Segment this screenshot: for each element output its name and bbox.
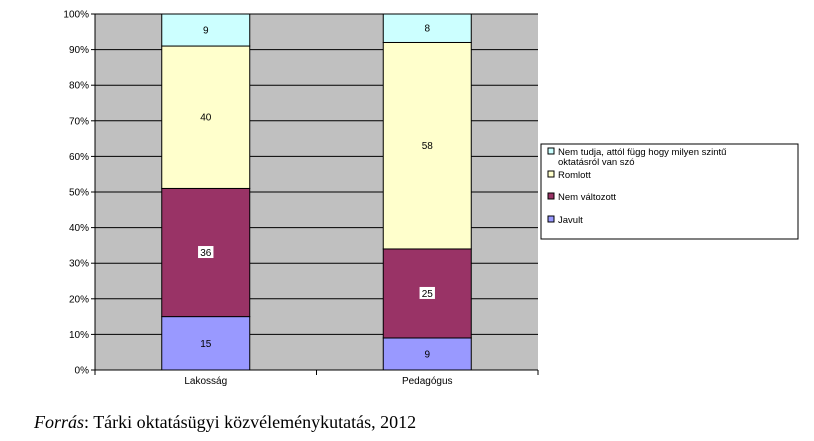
stacked-bar-chart: 15 36 40 9 9 25 58 8 0% 10% 20% 30% 40% 50% 60% 70% 80%… <box>63 10 799 387</box>
bar-segment <box>382 13 472 43</box>
source-note: Forrás: Tárki oktatásügyi közvéleménykut… <box>34 412 416 433</box>
y-tick-label: 0% <box>75 366 90 377</box>
data-label: 36 <box>200 248 212 259</box>
bar-segment <box>382 41 472 250</box>
y-tick-label: 100% <box>63 10 89 21</box>
legend-swatch <box>547 192 555 200</box>
legend-swatch <box>547 170 555 178</box>
x-axis: Lakosság Pedagógus <box>94 369 539 387</box>
y-tick-label: 80% <box>69 81 89 92</box>
y-tick-label: 50% <box>69 188 89 199</box>
data-label: 15 <box>200 339 212 350</box>
source-label: Forrás <box>34 412 85 432</box>
legend-label: Javult <box>558 215 583 226</box>
data-label-background <box>419 286 435 299</box>
legend-label: Romlott <box>558 170 591 181</box>
y-tick-label: 10% <box>69 330 89 341</box>
legend-label: Nem változott <box>558 192 616 203</box>
bar-segment <box>161 45 251 189</box>
legend-box <box>540 143 799 240</box>
data-label: 8 <box>424 24 430 35</box>
y-tick-label: 60% <box>69 152 89 163</box>
x-category-label: Pedagógus <box>402 376 453 387</box>
legend-swatch <box>547 215 555 223</box>
data-label: 9 <box>203 26 209 37</box>
source-text: : Tárki oktatásügyi közvéleménykutatás, … <box>84 412 417 432</box>
legend: Nem tudja, attól függ hogy milyen szintű… <box>540 143 799 240</box>
data-label: 9 <box>424 349 430 360</box>
data-label: 40 <box>200 113 212 124</box>
data-label: 25 <box>422 289 434 300</box>
data-label-background <box>198 246 214 259</box>
bar-segment <box>382 337 472 371</box>
x-category-label: Lakosság <box>184 376 227 387</box>
y-axis: 0% 10% 20% 30% 40% 50% 60% 70% 80% 90% 100% <box>63 10 96 377</box>
y-tick-label: 70% <box>69 116 89 127</box>
y-tick-label: 90% <box>69 45 89 56</box>
legend-label: Nem tudja, attól függ hogy milyen szintű… <box>558 147 726 168</box>
bars: 15 36 40 9 9 25 58 8 <box>161 13 472 371</box>
y-tick-label: 40% <box>69 223 89 234</box>
legend-swatch <box>547 147 555 155</box>
data-label: 58 <box>422 141 434 152</box>
y-tick-label: 20% <box>69 294 89 305</box>
y-tick-label: 30% <box>69 259 89 270</box>
bar-segment <box>161 13 251 47</box>
bar-segment <box>161 316 251 371</box>
